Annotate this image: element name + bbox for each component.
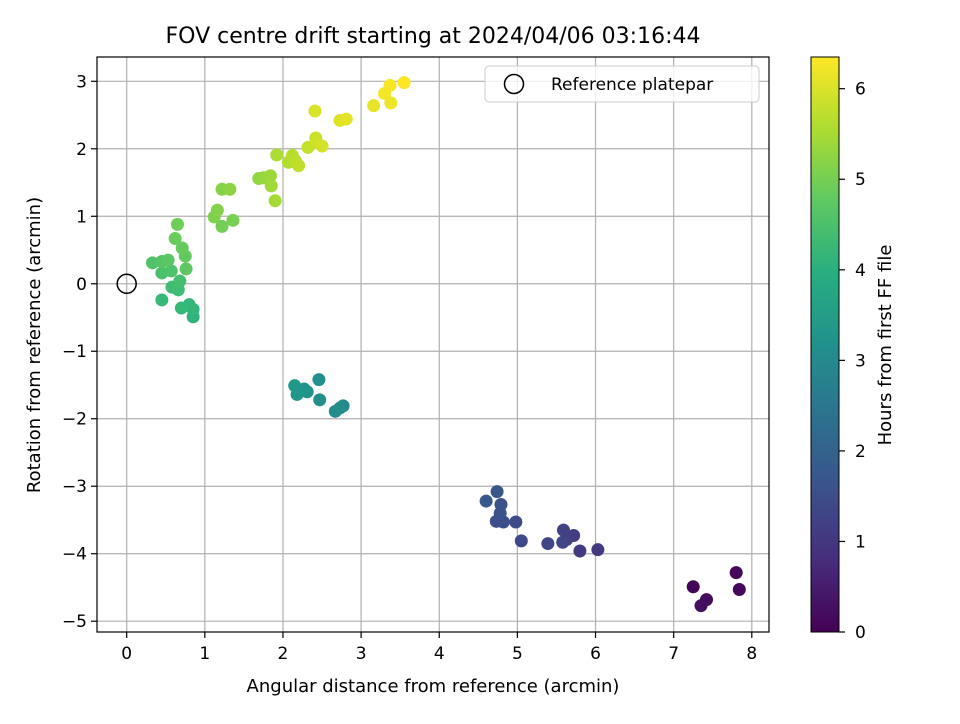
data-point: [175, 241, 189, 255]
data-point: [556, 535, 570, 549]
data-point: [292, 159, 306, 173]
x-tick-label: 3: [356, 644, 367, 664]
data-point: [226, 213, 240, 227]
reference-platepar-marker: [116, 273, 137, 295]
legend: Reference platepar: [484, 65, 760, 103]
colorbar: 0 1 2 3 4 5 6 Hours from first FF file: [810, 56, 896, 643]
data-point: [179, 262, 193, 276]
data-point: [174, 301, 188, 315]
data-point: [591, 543, 605, 557]
data-point: [223, 182, 237, 196]
grid-lines: [97, 57, 769, 632]
y-tick-label: −2: [62, 410, 87, 430]
data-point: [494, 497, 508, 511]
data-point: [384, 96, 398, 110]
data-point: [312, 373, 326, 387]
data-point: [509, 515, 523, 529]
y-ticks: −5 −4 −3 −2 −1 0 1 2 3: [62, 72, 97, 632]
data-point: [397, 76, 411, 90]
data-point: [210, 203, 224, 217]
legend-reference-marker: [503, 73, 525, 95]
x-ticks: 0 1 2 3 4 5 6 7 8: [121, 632, 757, 664]
data-point: [173, 274, 187, 288]
data-point: [215, 219, 229, 233]
data-point: [490, 485, 504, 499]
colorbar-label: Hours from first FF file: [875, 245, 896, 446]
colorbar-ticks: 0 1 2 3 4 5 6: [839, 80, 866, 643]
x-axis-label: Angular distance from reference (arcmin): [247, 676, 620, 697]
data-point: [479, 494, 493, 508]
reference-marker-group: [116, 273, 137, 295]
y-tick-label: 0: [76, 275, 87, 295]
data-point: [328, 404, 342, 418]
data-point: [367, 99, 381, 113]
data-point: [313, 393, 327, 407]
x-tick-label: 4: [434, 644, 445, 664]
chart-title: FOV centre drift starting at 2024/04/06 …: [166, 24, 701, 49]
y-tick-label: 1: [76, 207, 87, 227]
data-point: [541, 537, 555, 551]
x-tick-label: 1: [199, 644, 210, 664]
data-point: [308, 104, 322, 118]
colorbar-tick-label: 5: [855, 170, 866, 190]
y-tick-label: 2: [76, 140, 87, 160]
x-tick-label: 2: [278, 644, 289, 664]
colorbar-tick-label: 1: [855, 532, 866, 552]
x-tick-label: 5: [512, 644, 523, 664]
x-tick-label: 7: [668, 644, 679, 664]
data-point: [315, 139, 329, 153]
colorbar-tick-label: 2: [855, 442, 866, 462]
data-point: [168, 232, 182, 246]
colorbar-tick-label: 6: [855, 80, 866, 100]
legend-entry-reference: Reference platepar: [551, 75, 713, 95]
colorbar-tick-label: 4: [855, 261, 866, 281]
colorbar-tick-label: 0: [855, 623, 866, 643]
data-point: [161, 253, 175, 267]
y-tick-label: −3: [62, 477, 87, 497]
data-point: [729, 566, 743, 580]
data-point: [264, 179, 278, 193]
y-tick-label: −5: [62, 612, 87, 632]
data-point: [383, 78, 397, 92]
x-tick-label: 6: [590, 644, 601, 664]
legend-box: [484, 65, 760, 103]
colorbar-gradient: [810, 56, 840, 633]
data-point: [339, 112, 353, 126]
plot-frame: [96, 56, 770, 633]
data-point: [170, 217, 184, 231]
y-axis-label: Rotation from reference (arcmin): [24, 197, 45, 493]
data-point: [263, 169, 277, 183]
data-point: [288, 379, 302, 393]
scatter-points: [145, 76, 746, 613]
data-point: [694, 599, 708, 613]
colorbar-tick-label: 3: [855, 351, 866, 371]
data-point: [155, 293, 169, 307]
x-tick-label: 0: [121, 644, 132, 664]
data-point: [573, 544, 587, 558]
data-point: [268, 194, 282, 208]
x-tick-label: 8: [746, 644, 757, 664]
y-tick-label: −1: [62, 342, 87, 362]
data-point: [686, 580, 700, 594]
y-tick-label: 3: [76, 72, 87, 92]
data-point: [732, 582, 746, 596]
data-point: [164, 264, 178, 278]
y-tick-label: −4: [62, 545, 87, 565]
data-point: [514, 534, 528, 548]
data-point: [270, 148, 284, 162]
data-point: [556, 523, 570, 537]
